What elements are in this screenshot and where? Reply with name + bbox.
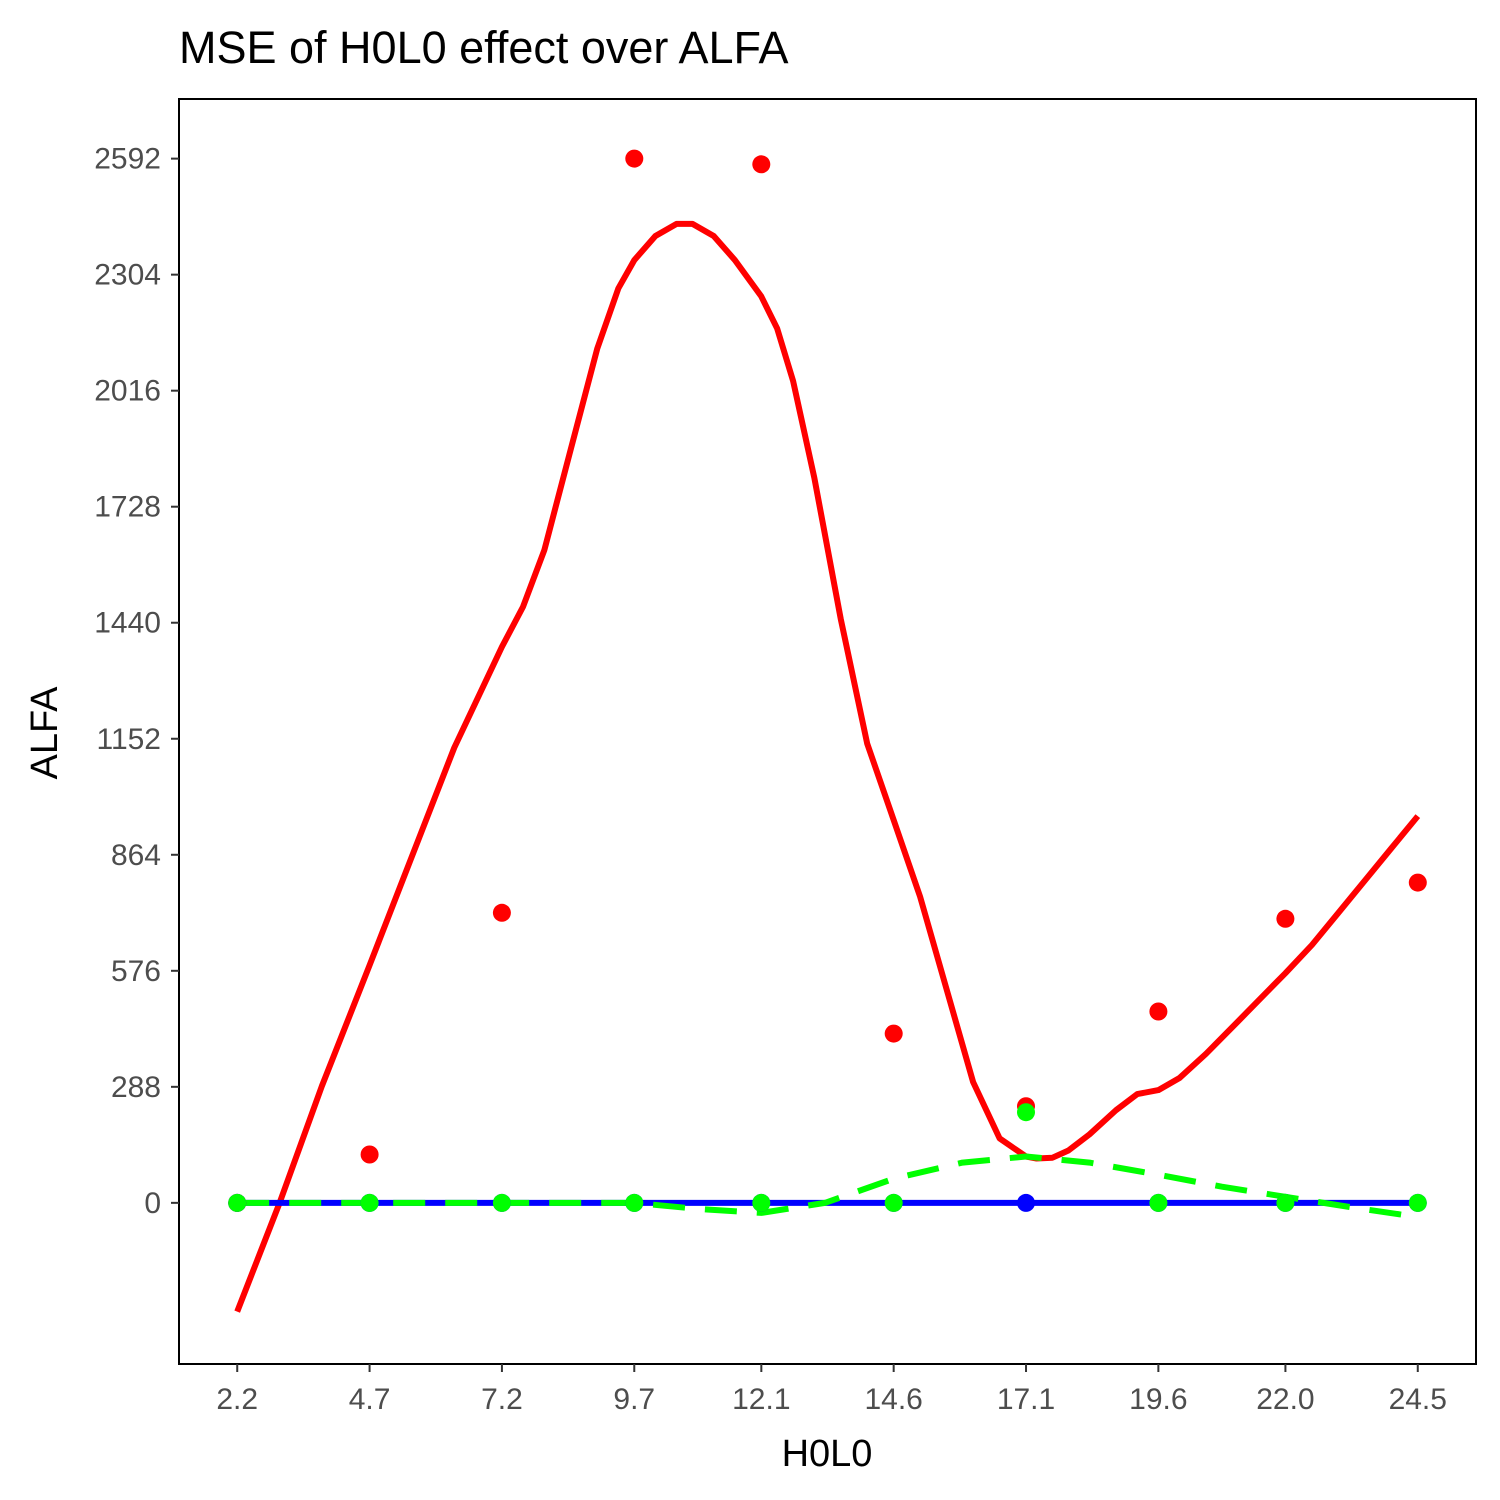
data-point	[360, 1145, 379, 1164]
x-tick-label: 7.2	[481, 1383, 523, 1416]
y-tick-label: 1152	[96, 723, 161, 756]
x-axis-title: H0L0	[782, 1433, 873, 1475]
y-tick-label: 288	[111, 1071, 161, 1104]
data-point	[1408, 873, 1427, 892]
y-axis: 0 288 576 864 1152 1440 1728 2016 2304 2592	[94, 143, 179, 1220]
x-tick-label: 22.0	[1256, 1383, 1314, 1416]
x-tick-label: 4.7	[349, 1383, 391, 1416]
plot-panel	[178, 98, 1477, 1365]
x-tick-label: 24.5	[1389, 1383, 1447, 1416]
x-tick-label: 19.6	[1129, 1383, 1187, 1416]
y-tick-label: 0	[144, 1187, 161, 1220]
fit-line	[234, 220, 1421, 1313]
x-tick-label: 12.1	[732, 1383, 790, 1416]
data-point	[492, 903, 511, 922]
data-point	[360, 1193, 379, 1212]
data-point	[752, 1193, 771, 1212]
y-axis-title: ALFA	[24, 686, 66, 780]
data-points	[228, 149, 1427, 1212]
y-tick-label: 864	[111, 839, 161, 872]
data-point	[884, 1193, 903, 1212]
data-point	[625, 1193, 644, 1212]
fit-line	[237, 1153, 1419, 1220]
y-tick-label: 576	[111, 955, 161, 988]
x-tick-label: 9.7	[613, 1383, 655, 1416]
x-tick-label: 2.2	[216, 1383, 258, 1416]
data-point	[1276, 1193, 1295, 1212]
y-tick-label: 2016	[94, 375, 161, 408]
data-point	[752, 155, 771, 174]
data-point	[228, 1193, 247, 1212]
data-point	[884, 1024, 903, 1043]
x-axis: 2.2 4.7 7.2 9.7 12.1 14.6 17.1 19.6 22.0 24.5	[216, 1364, 1447, 1416]
data-point	[625, 149, 644, 168]
data-point	[1017, 1103, 1035, 1122]
x-tick-label: 14.6	[864, 1383, 922, 1416]
y-tick-label: 2592	[94, 143, 161, 176]
data-point	[1149, 1002, 1168, 1021]
fit-lines	[234, 220, 1421, 1313]
data-point	[1408, 1193, 1427, 1212]
data-point	[492, 1193, 511, 1212]
data-point	[1017, 1193, 1035, 1212]
y-tick-label: 1728	[94, 491, 161, 524]
data-point	[1149, 1193, 1168, 1212]
y-tick-label: 1440	[94, 607, 161, 640]
data-point	[1276, 909, 1295, 928]
y-tick-label: 2304	[94, 259, 161, 292]
x-tick-label: 17.1	[997, 1383, 1055, 1416]
chart-title: MSE of H0L0 effect over ALFA	[179, 22, 789, 73]
